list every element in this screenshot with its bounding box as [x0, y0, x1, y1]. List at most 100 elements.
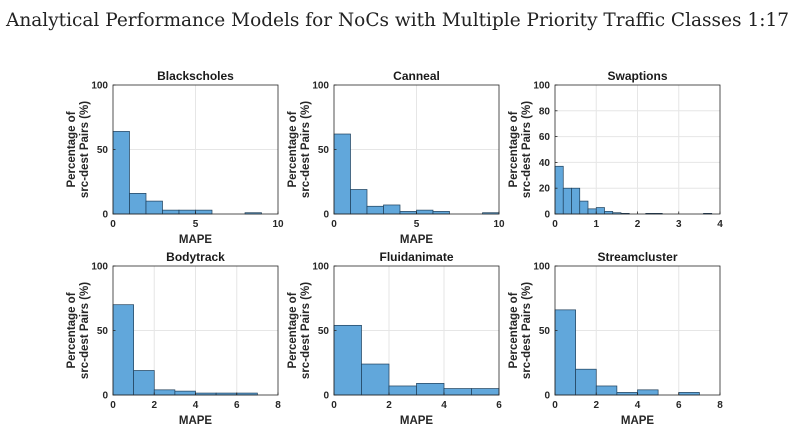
x-tick-label: 8	[275, 400, 281, 411]
y-tick-label: 50	[318, 326, 330, 337]
y-axis-label-line: Percentage of	[287, 292, 299, 368]
histogram-bar	[350, 189, 368, 215]
histogram-bar	[333, 324, 362, 396]
x-axis-label: MAPE	[621, 415, 655, 427]
histogram-bar	[416, 383, 445, 396]
y-axis-label-line: src-dest Pairs (%)	[79, 282, 91, 379]
y-tick-label: 100	[533, 81, 550, 92]
x-tick-label: 5	[193, 219, 199, 230]
page-header: Analytical Performance Models for NoCs w…	[0, 0, 801, 40]
y-tick-label: 0	[102, 391, 108, 402]
histogram-bar	[178, 209, 196, 215]
x-tick-label: 4	[441, 400, 447, 411]
histogram-bar	[562, 187, 572, 215]
histogram-bar	[129, 193, 147, 215]
y-axis-label: Percentage ofsrc-dest Pairs (%)	[287, 101, 312, 198]
y-tick-label: 50	[318, 145, 330, 156]
x-tick-label: 0	[331, 400, 337, 411]
x-tick-label: 0	[552, 400, 558, 411]
x-tick-label: 6	[676, 400, 682, 411]
histogram-bar	[133, 370, 155, 396]
y-tick-label: 100	[312, 81, 329, 92]
y-axis-label: Percentage ofsrc-dest Pairs (%)	[287, 282, 312, 379]
histogram-bar	[383, 204, 401, 215]
x-tick-label: 0	[552, 219, 558, 230]
x-tick-label: 2	[635, 219, 641, 230]
x-axis-label: MAPE	[400, 234, 434, 246]
y-axis-label: Percentage ofsrc-dest Pairs (%)	[508, 101, 533, 198]
y-tick-label: 50	[97, 145, 109, 156]
panel-title: Blackscholes	[157, 69, 234, 83]
y-tick-label: 20	[539, 184, 551, 195]
y-tick-label: 100	[533, 262, 550, 273]
y-tick-label: 100	[312, 262, 329, 273]
x-tick-label: 0	[331, 219, 337, 230]
panel-title: Streamcluster	[597, 250, 677, 264]
x-tick-label: 5	[414, 219, 420, 230]
histogram-bar	[554, 165, 564, 215]
x-tick-label: 8	[717, 400, 723, 411]
panel-title: Fluidanimate	[379, 250, 453, 264]
y-axis-label: Percentage ofsrc-dest Pairs (%)	[66, 282, 91, 379]
x-tick-label: 6	[234, 400, 240, 411]
histogram-bar	[112, 131, 130, 215]
y-axis-label-line: src-dest Pairs (%)	[521, 101, 533, 198]
x-axis-label: MAPE	[179, 415, 213, 427]
histogram-bar	[587, 208, 597, 215]
x-tick-label: 4	[635, 400, 641, 411]
x-tick-label: 10	[272, 219, 284, 230]
x-tick-label: 1	[593, 219, 599, 230]
histogram-bar	[145, 200, 163, 215]
y-axis-label-line: Percentage of	[66, 111, 78, 187]
histogram-bar	[554, 309, 576, 396]
histogram-bar	[579, 200, 589, 215]
y-axis-label-line: src-dest Pairs (%)	[79, 101, 91, 198]
histogram-bar	[637, 389, 659, 396]
x-axis-label: MAPE	[400, 415, 434, 427]
y-tick-label: 80	[539, 106, 551, 117]
y-tick-label: 50	[539, 326, 551, 337]
histogram-bar	[443, 388, 472, 396]
y-axis-label-line: Percentage of	[287, 111, 299, 187]
panel-title: Bodytrack	[166, 250, 225, 264]
y-axis-label-line: Percentage of	[508, 292, 520, 368]
y-axis-label: Percentage ofsrc-dest Pairs (%)	[66, 101, 91, 198]
y-tick-label: 40	[539, 158, 551, 169]
histogram-bar	[195, 209, 213, 215]
histogram-bar	[595, 207, 605, 215]
y-tick-label: 0	[323, 210, 329, 221]
y-tick-label: 0	[323, 391, 329, 402]
x-tick-label: 0	[110, 219, 116, 230]
panel-title: Swaptions	[607, 69, 667, 83]
y-tick-label: 0	[544, 391, 550, 402]
histogram-bar	[366, 205, 384, 215]
x-tick-label: 2	[386, 400, 392, 411]
histogram-panel: 0 2 4 6 0 50 100 Fluidanimate MAPE Percentage ofs…	[287, 250, 502, 427]
x-tick-label: 0	[110, 400, 116, 411]
x-tick-label: 10	[493, 219, 505, 230]
x-tick-label: 3	[676, 219, 682, 230]
histogram-bar	[174, 390, 196, 396]
histogram-panel: 0 2 4 6 8 0 50 100 Streamcluster MAPE Percentage o…	[508, 250, 723, 427]
histogram-bar	[575, 368, 597, 396]
y-tick-label: 100	[91, 81, 108, 92]
x-tick-label: 4	[717, 219, 723, 230]
running-title: Analytical Performance Models for NoCs w…	[6, 10, 742, 31]
y-tick-label: 100	[91, 262, 108, 273]
histogram-bar	[361, 363, 390, 396]
histogram-bar	[388, 385, 417, 396]
y-axis-label-line: src-dest Pairs (%)	[300, 101, 312, 198]
panel-title: Canneal	[393, 69, 440, 83]
histogram-bar	[595, 385, 618, 396]
y-tick-label: 60	[539, 132, 551, 143]
histogram-bar	[153, 389, 176, 396]
x-tick-label: 4	[193, 400, 199, 411]
histogram-bar	[471, 388, 500, 396]
y-axis-label-line: Percentage of	[508, 111, 520, 187]
x-tick-label: 2	[151, 400, 157, 411]
y-tick-label: 0	[102, 210, 108, 221]
histogram-bar	[162, 209, 180, 215]
